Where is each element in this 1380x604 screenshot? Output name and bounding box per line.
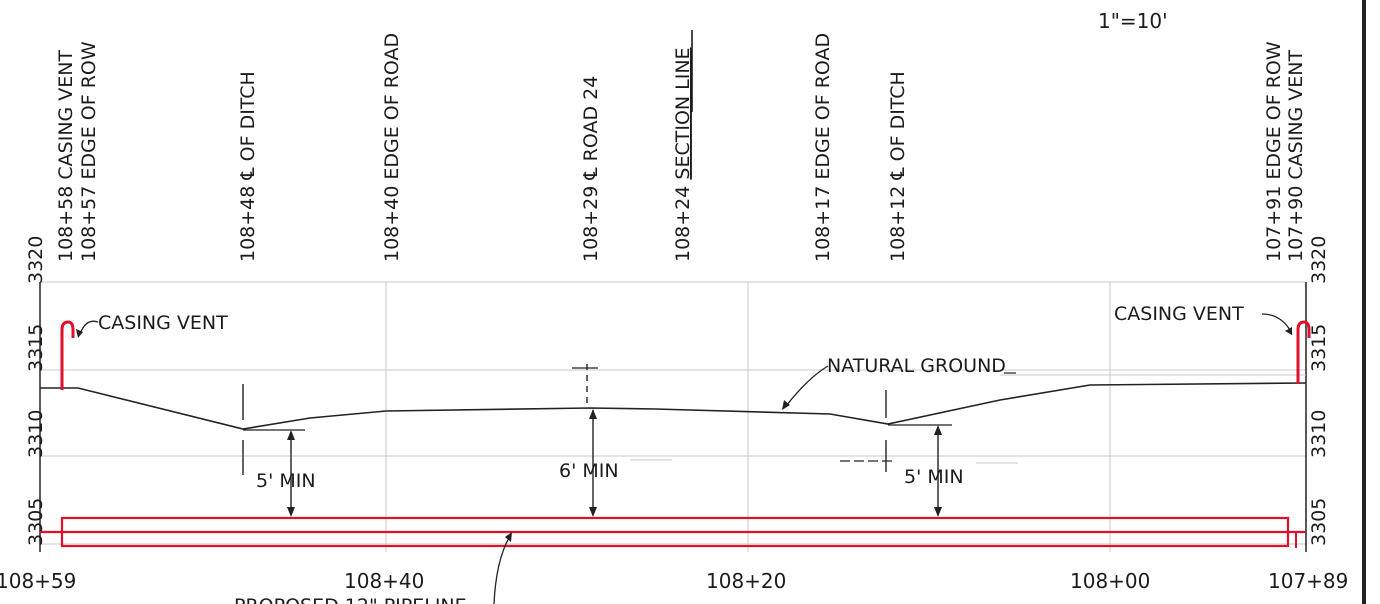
elev-right-3305: 3305 <box>1308 498 1330 546</box>
elev-left-3305: 3305 <box>25 498 47 546</box>
pipeline-label: PROPOSED 12" PIPELINE <box>234 595 467 604</box>
top-station-labels: 108+58 CASING VENT 108+57 EDGE OF ROW 10… <box>55 30 1307 262</box>
min-center-label: 6' MIN <box>559 460 619 482</box>
casing-vent-left-label: CASING VENT <box>98 312 228 334</box>
callouts: CASING VENT CASING VENT NATURAL GROUND P… <box>76 303 1292 604</box>
natural-ground-line <box>40 382 1307 430</box>
dim-left-arrows <box>287 430 295 517</box>
elev-right-3315: 3315 <box>1308 324 1330 372</box>
casing-vent-right-leader <box>1261 313 1291 331</box>
elev-right-3310: 3310 <box>1308 410 1330 458</box>
section-line-station: 108+24 <box>672 180 694 262</box>
right-elevation-labels: 3320 3315 3310 3305 <box>1308 236 1330 546</box>
bottom-station-10800: 108+00 <box>1070 569 1150 593</box>
elev-left-3315: 3315 <box>25 324 47 372</box>
section-line-label: SECTION LINE <box>672 47 694 179</box>
profile-grid <box>39 281 1307 552</box>
min-right-label: 5' MIN <box>904 466 964 488</box>
station-label-10848: 108+48 ℄ OF DITCH <box>237 71 259 262</box>
natural-ground-arrow <box>782 400 790 410</box>
bottom-station-10859: 108+59 <box>0 569 76 593</box>
dim-right-arrows <box>934 425 942 517</box>
bottom-station-10789: 107+89 <box>1268 569 1348 593</box>
station-label-10829: 108+29 ℄ ROAD 24 <box>580 76 602 262</box>
bottom-station-labels: 108+59 108+40 108+20 108+00 107+89 <box>0 569 1348 593</box>
station-label-10812: 108+12 ℄ OF DITCH <box>887 71 909 262</box>
station-label-10824: 108+24 SECTION LINE <box>672 47 694 262</box>
station-label-10817: 108+17 EDGE OF ROAD <box>812 33 834 262</box>
bottom-station-10840: 108+40 <box>344 569 424 593</box>
min-left-label: 5' MIN <box>256 470 316 492</box>
elev-right-3320: 3320 <box>1308 236 1330 284</box>
station-label-10857: 108+57 EDGE OF ROW <box>78 41 100 262</box>
natural-ground-leader <box>785 365 829 407</box>
casing-vent-right-arrow <box>1285 327 1292 335</box>
casing-vent-right-icon <box>1296 320 1311 384</box>
proposed-pipeline <box>40 516 1306 548</box>
station-label-10790: 107+90 CASING VENT <box>1285 49 1307 262</box>
pipeline-arrow <box>505 532 512 542</box>
elev-left-3310: 3310 <box>25 410 47 458</box>
casing-vent-left-arrow <box>76 329 83 338</box>
elev-left-3320: 3320 <box>25 236 47 284</box>
station-label-10840: 108+40 EDGE OF ROAD <box>381 33 403 262</box>
scale-note: 1"=10' <box>1098 9 1168 33</box>
station-label-10858: 108+58 CASING VENT <box>55 49 77 262</box>
depth-dimensions: 5' MIN 6' MIN 5' MIN <box>242 364 1018 517</box>
right-margin <box>1362 0 1380 604</box>
bottom-station-10820: 108+20 <box>706 569 786 593</box>
natural-ground-label: NATURAL GROUND <box>827 355 1006 377</box>
casing-vent-left-icon <box>60 320 75 390</box>
station-label-10791: 107+91 EDGE OF ROW <box>1263 41 1285 262</box>
casing-vent-right-label: CASING VENT <box>1114 303 1244 325</box>
pipeline-leader <box>493 535 511 604</box>
left-elevation-labels: 3320 3315 3310 3305 <box>25 236 47 546</box>
